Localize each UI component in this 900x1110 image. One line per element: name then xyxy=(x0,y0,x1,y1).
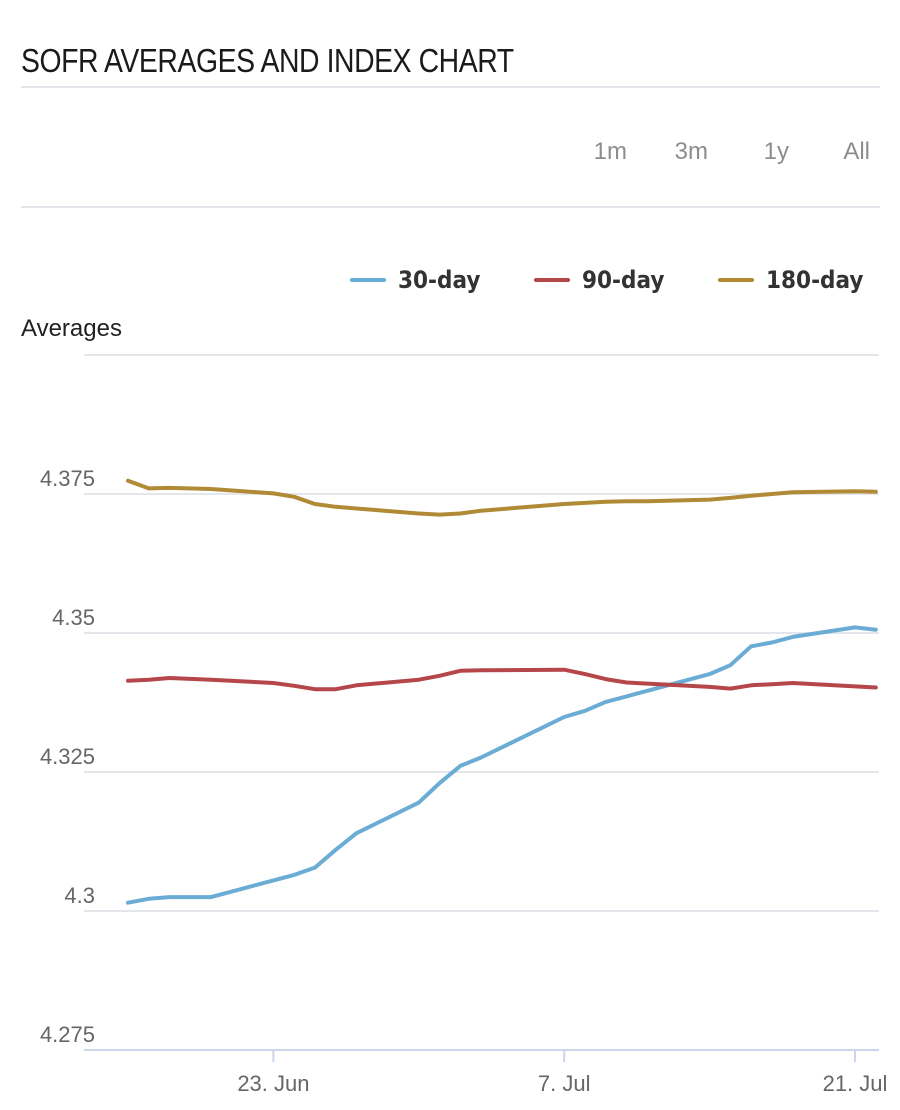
legend-label-90-day: 90-day xyxy=(582,266,665,294)
y-tick-label: 4.325 xyxy=(40,744,95,769)
x-tick-label: 21. Jul xyxy=(823,1071,888,1096)
y-tick-label: 4.35 xyxy=(52,605,95,630)
x-tick-label: 23. Jun xyxy=(237,1071,309,1096)
range-divider xyxy=(21,206,880,208)
legend-item-180-day[interactable]: 180-day xyxy=(717,266,874,294)
range-button-3m[interactable]: 3m xyxy=(674,138,708,165)
legend-label-30-day: 30-day xyxy=(398,266,481,294)
legend-swatch-90-day xyxy=(534,278,571,282)
legend-swatch-180-day xyxy=(717,278,754,282)
legend-label-180-day: 180-day xyxy=(765,266,864,294)
series-line-90-day[interactable] xyxy=(126,667,878,692)
page-title: SOFR AVERAGES AND INDEX CHART xyxy=(21,42,514,79)
legend-item-30-day[interactable]: 30-day xyxy=(350,266,490,294)
title-divider xyxy=(21,86,880,88)
series-line-30-day[interactable] xyxy=(126,625,878,905)
legend-item-90-day[interactable]: 90-day xyxy=(534,266,674,294)
y-tick-label: 4.375 xyxy=(40,466,95,491)
legend-swatch-30-day xyxy=(350,278,387,282)
range-button-all[interactable]: All xyxy=(843,138,870,165)
series-line-180-day[interactable] xyxy=(126,478,878,517)
chart-legend: 30-day 90-day 180-day xyxy=(306,266,874,294)
y-axis-title: Averages xyxy=(21,315,122,342)
range-button-1y[interactable]: 1y xyxy=(763,138,789,165)
range-button-1m[interactable]: 1m xyxy=(593,138,627,165)
y-tick-label: 4.3 xyxy=(64,883,95,908)
y-tick-label: 4.275 xyxy=(40,1022,95,1047)
x-tick-label: 7. Jul xyxy=(538,1071,591,1096)
range-selector: 1m 3m 1y All xyxy=(546,138,870,166)
